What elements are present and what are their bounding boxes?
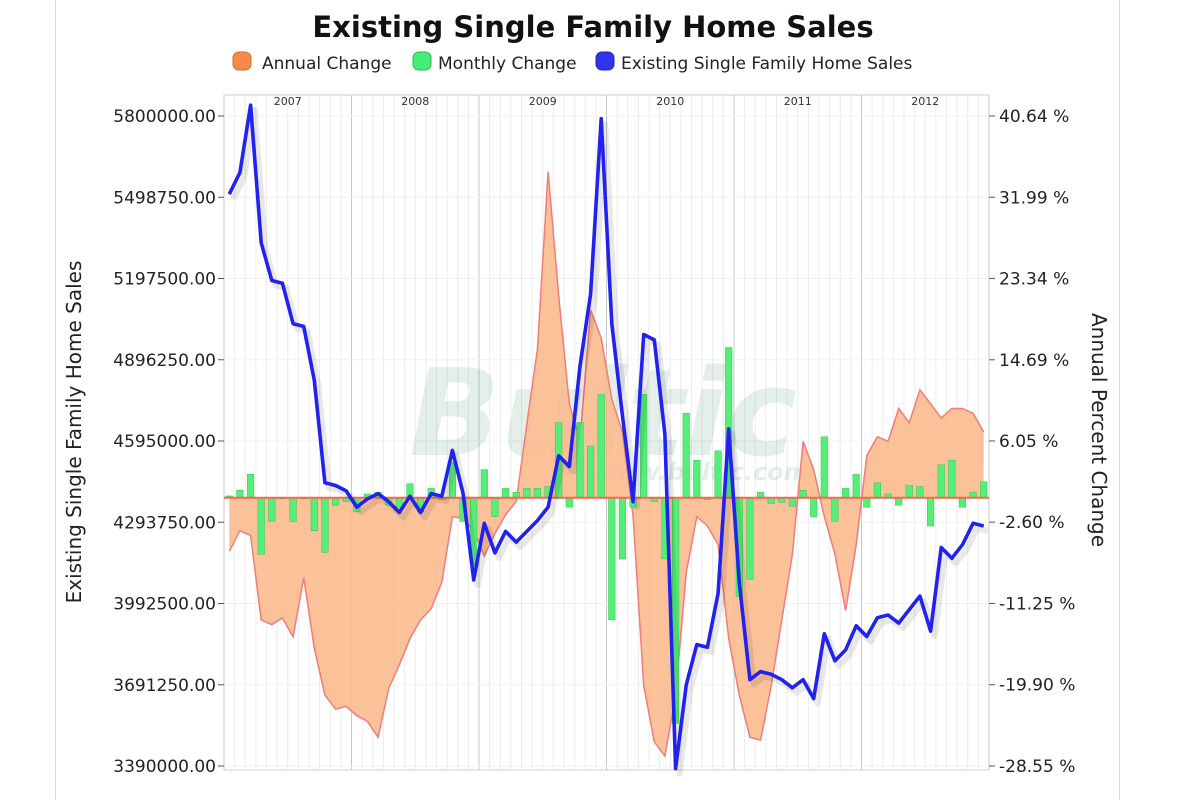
monthly-change-bar-2007-02 <box>236 490 244 499</box>
legend-label-monthly-change: Monthly Change <box>438 54 577 74</box>
year-label-2011: 2011 <box>784 95 812 108</box>
chart-frame: Existing Single Family Home Sales Annual… <box>55 0 1120 800</box>
monthly-change-bar-2011-02 <box>746 497 754 580</box>
home-sales-line <box>227 103 985 771</box>
legend-swatch-monthly-change <box>412 51 432 71</box>
chart-title: Existing Single Family Home Sales <box>312 10 873 44</box>
monthly-change-bar-2007-03 <box>247 474 255 499</box>
monthly-change-bar-2007-07 <box>289 497 297 522</box>
left-tick-label: 3691250.00 <box>113 676 216 696</box>
annual-change-outline <box>228 171 985 758</box>
annual-change-area-layer <box>228 171 985 758</box>
monthly-change-bar-2010-09 <box>693 459 701 499</box>
right-tick-label: -19.90 % <box>999 676 1075 696</box>
monthly-change-bar-2011-06 <box>788 497 796 507</box>
right-tick-label: -28.55 % <box>999 757 1075 777</box>
monthly-change-bar-2012-04 <box>895 497 903 506</box>
left-tick-label: 4896250.00 <box>113 351 216 371</box>
monthly-change-bar-2010-01 <box>608 497 616 621</box>
right-tick-label: 23.34 % <box>999 270 1069 290</box>
monthly-change-bar-2009-06 <box>533 488 541 499</box>
legend-item-monthly-change[interactable]: Monthly Change <box>412 51 577 74</box>
annual-change-area <box>229 171 984 757</box>
monthly-change-bar-2011-08 <box>810 497 818 517</box>
year-label-2007: 2007 <box>274 95 302 108</box>
monthly-change-bar-2010-11 <box>714 450 722 499</box>
monthly-change-bar-2007-05 <box>268 497 276 522</box>
monthly-change-bar-2007-11 <box>332 497 340 506</box>
monthly-change-bar-2010-08 <box>682 412 690 498</box>
monthly-change-bar-2012-02 <box>873 482 881 499</box>
left-tick-label: 4595000.00 <box>113 432 216 452</box>
legend-swatch-home-sales <box>595 51 615 71</box>
year-labels: 2007 2008 2009 2010 2011 2012 <box>274 95 940 108</box>
legend: Annual Change Monthly Change Existing Si… <box>232 51 913 74</box>
left-tick-label: 5197500.00 <box>113 270 216 290</box>
right-axis-ticks: 40.64 % 31.99 % 23.34 % 14.69 % 6.05 % -2.60 … <box>989 107 1075 777</box>
monthly-change-bar-2009-03 <box>502 488 510 499</box>
monthly-change-bar-2012-06 <box>916 486 924 499</box>
monthly-change-bar-2010-02 <box>618 497 626 560</box>
right-tick-label: 6.05 % <box>999 432 1058 452</box>
right-tick-label: -11.25 % <box>999 594 1075 614</box>
left-axis-ticks: 5800000.00 5498750.00 5197500.00 4896250.00… <box>113 107 224 777</box>
year-label-2010: 2010 <box>656 95 684 108</box>
year-label-2012: 2012 <box>911 95 939 108</box>
right-tick-label: 40.64 % <box>999 107 1069 127</box>
monthly-change-bar-2011-10 <box>831 497 839 522</box>
left-tick-label: 3992500.00 <box>113 595 216 615</box>
right-tick-label: 14.69 % <box>999 351 1069 371</box>
monthly-change-bar-2007-04 <box>257 497 265 555</box>
left-axis-title: Existing Single Family Home Sales <box>62 261 86 604</box>
left-tick-label: 5498750.00 <box>113 188 216 208</box>
right-tick-label: 31.99 % <box>999 188 1069 208</box>
monthly-change-bar-2011-09 <box>820 436 828 499</box>
legend-swatch-annual-change <box>232 51 252 71</box>
monthly-change-bar-2009-09 <box>565 497 573 508</box>
year-label-2008: 2008 <box>401 95 429 108</box>
left-tick-label: 4293750.00 <box>113 513 216 533</box>
monthly-change-bar-2012-07 <box>927 497 935 527</box>
monthly-change-bar-2011-07 <box>799 490 807 499</box>
legend-label-home-sales: Existing Single Family Home Sales <box>621 54 913 74</box>
monthly-change-bar-2012-01 <box>863 497 871 508</box>
home-sales-line-layer <box>227 103 989 777</box>
monthly-change-bar-2007-09 <box>310 497 318 531</box>
legend-item-annual-change[interactable]: Annual Change <box>232 51 392 74</box>
monthly-change-bar-2012-10 <box>958 497 966 508</box>
monthly-change-bar-2011-12 <box>852 474 860 499</box>
monthly-change-bar-2012-05 <box>905 485 913 499</box>
monthly-change-bar-2012-08 <box>937 464 945 499</box>
legend-item-home-sales[interactable]: Existing Single Family Home Sales <box>595 51 913 74</box>
monthly-change-bar-2009-05 <box>523 488 531 499</box>
monthly-change-bar-2009-02 <box>491 497 499 517</box>
chart-svg: Existing Single Family Home Sales Annual… <box>62 10 1111 777</box>
right-axis-title: Annual Percent Change <box>1087 313 1111 547</box>
monthly-change-bar-2009-12 <box>597 394 605 499</box>
left-tick-label: 3390000.00 <box>113 757 216 777</box>
year-label-2009: 2009 <box>529 95 557 108</box>
monthly-change-bar-2009-01 <box>480 469 488 499</box>
monthly-change-bar-2009-11 <box>587 445 595 499</box>
left-tick-label: 5800000.00 <box>113 107 216 127</box>
monthly-change-bar-2012-09 <box>948 459 956 499</box>
monthly-change-bar-2011-11 <box>842 488 850 499</box>
monthly-change-bar-2007-10 <box>321 497 329 553</box>
right-tick-label: -2.60 % <box>999 513 1065 533</box>
monthly-change-bar-2012-12 <box>980 481 988 499</box>
legend-label-annual-change: Annual Change <box>262 54 392 74</box>
